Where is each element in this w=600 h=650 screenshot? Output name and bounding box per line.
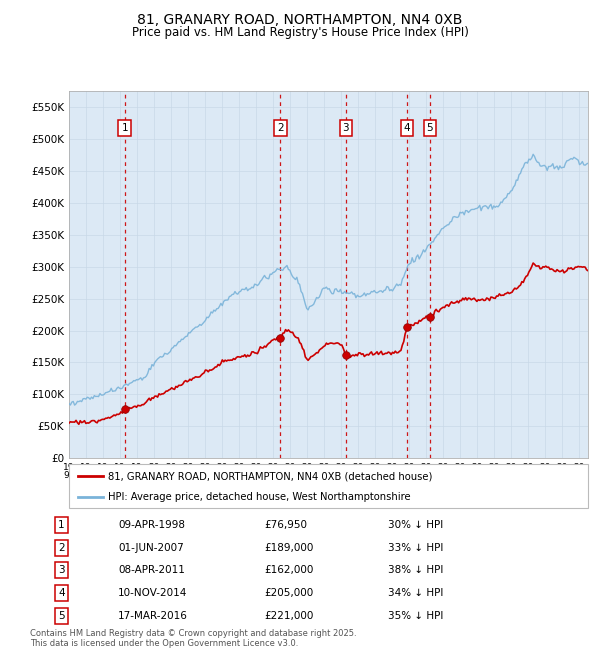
Text: 30% ↓ HPI: 30% ↓ HPI <box>388 520 443 530</box>
Text: 2: 2 <box>277 123 284 133</box>
Text: 1: 1 <box>121 123 128 133</box>
Text: 81, GRANARY ROAD, NORTHAMPTON, NN4 0XB: 81, GRANARY ROAD, NORTHAMPTON, NN4 0XB <box>137 13 463 27</box>
Text: Price paid vs. HM Land Registry's House Price Index (HPI): Price paid vs. HM Land Registry's House … <box>131 26 469 39</box>
Text: 2: 2 <box>58 543 65 552</box>
Text: £189,000: £189,000 <box>264 543 313 552</box>
Text: £221,000: £221,000 <box>264 611 313 621</box>
Text: 38% ↓ HPI: 38% ↓ HPI <box>388 566 443 575</box>
Text: £162,000: £162,000 <box>264 566 313 575</box>
Text: 3: 3 <box>58 566 65 575</box>
Text: 1: 1 <box>58 520 65 530</box>
Text: 4: 4 <box>404 123 410 133</box>
Text: 08-APR-2011: 08-APR-2011 <box>118 566 185 575</box>
Text: 09-APR-1998: 09-APR-1998 <box>118 520 185 530</box>
Text: 5: 5 <box>427 123 433 133</box>
Text: £76,950: £76,950 <box>264 520 307 530</box>
Text: 4: 4 <box>58 588 65 598</box>
Text: 01-JUN-2007: 01-JUN-2007 <box>118 543 184 552</box>
Text: 17-MAR-2016: 17-MAR-2016 <box>118 611 188 621</box>
Text: 35% ↓ HPI: 35% ↓ HPI <box>388 611 443 621</box>
Text: 33% ↓ HPI: 33% ↓ HPI <box>388 543 443 552</box>
Text: £205,000: £205,000 <box>264 588 313 598</box>
Text: 5: 5 <box>58 611 65 621</box>
Text: Contains HM Land Registry data © Crown copyright and database right 2025.
This d: Contains HM Land Registry data © Crown c… <box>30 629 356 648</box>
Text: 34% ↓ HPI: 34% ↓ HPI <box>388 588 443 598</box>
Text: 10-NOV-2014: 10-NOV-2014 <box>118 588 188 598</box>
Text: 3: 3 <box>343 123 349 133</box>
Text: 81, GRANARY ROAD, NORTHAMPTON, NN4 0XB (detached house): 81, GRANARY ROAD, NORTHAMPTON, NN4 0XB (… <box>108 471 432 482</box>
Text: HPI: Average price, detached house, West Northamptonshire: HPI: Average price, detached house, West… <box>108 492 410 502</box>
